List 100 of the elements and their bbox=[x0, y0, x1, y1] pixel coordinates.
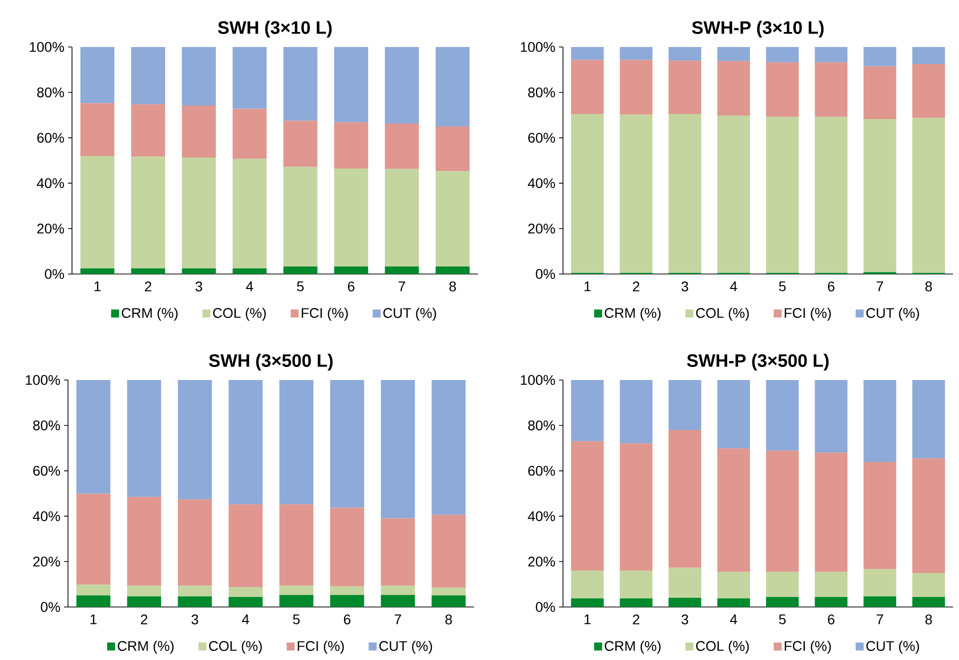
bar bbox=[76, 494, 110, 585]
bar bbox=[864, 596, 896, 607]
bar bbox=[766, 46, 799, 62]
y-tick-label: 80% bbox=[528, 87, 555, 98]
bar bbox=[228, 380, 263, 504]
bar bbox=[131, 46, 166, 104]
bar bbox=[620, 114, 652, 273]
x-tick-label: 2 bbox=[632, 282, 640, 292]
x-tick-label: 4 bbox=[730, 282, 738, 292]
bar bbox=[80, 156, 114, 268]
bar bbox=[232, 46, 267, 109]
bar bbox=[127, 496, 162, 586]
bar bbox=[232, 158, 267, 268]
bar bbox=[380, 518, 415, 586]
x-tick-label: 3 bbox=[682, 614, 688, 624]
bar bbox=[766, 62, 799, 117]
bar bbox=[80, 268, 114, 274]
bar bbox=[717, 46, 750, 62]
bar bbox=[668, 380, 702, 430]
bar bbox=[384, 46, 419, 124]
bar bbox=[384, 266, 419, 274]
bar bbox=[766, 380, 799, 451]
bar bbox=[279, 586, 314, 595]
bar bbox=[620, 570, 652, 598]
bar bbox=[814, 62, 848, 117]
legend-label: CUT (%) bbox=[866, 308, 920, 321]
x-tick-label: 3 bbox=[196, 282, 202, 292]
bar bbox=[80, 103, 114, 156]
bar bbox=[131, 156, 166, 268]
bar bbox=[228, 504, 263, 588]
x-tick-label: 3 bbox=[192, 614, 198, 624]
bar bbox=[330, 508, 364, 586]
bar bbox=[912, 64, 945, 118]
y-tick-label: 20% bbox=[528, 224, 555, 234]
bar bbox=[571, 46, 604, 60]
bar bbox=[668, 60, 702, 114]
bar bbox=[182, 106, 216, 158]
bar bbox=[334, 122, 368, 168]
chart-title: SWH (3×500 L) bbox=[208, 354, 333, 370]
x-tick-label: 1 bbox=[94, 282, 101, 292]
bar bbox=[814, 572, 848, 598]
y-tick-label: 0% bbox=[44, 269, 64, 279]
x-tick-label: 8 bbox=[445, 614, 452, 624]
x-tick-label: 2 bbox=[140, 614, 148, 624]
y-tick-label: 0% bbox=[536, 602, 555, 612]
bar bbox=[717, 116, 750, 273]
bar bbox=[864, 380, 896, 462]
bar bbox=[912, 572, 945, 598]
bar bbox=[127, 596, 162, 607]
y-tick-label: 60% bbox=[528, 466, 555, 476]
bar bbox=[432, 595, 466, 607]
legend-label: CUT (%) bbox=[866, 640, 920, 654]
bar bbox=[814, 116, 848, 273]
bar bbox=[232, 108, 267, 159]
legend-label: CUT (%) bbox=[379, 640, 432, 654]
bar bbox=[178, 586, 212, 596]
bar bbox=[766, 597, 799, 607]
bar bbox=[814, 452, 848, 572]
x-tick-label: 4 bbox=[242, 614, 250, 624]
bar bbox=[668, 46, 702, 61]
bar bbox=[76, 380, 110, 494]
bar bbox=[912, 118, 945, 273]
bar bbox=[571, 441, 604, 570]
x-tick-label: 8 bbox=[925, 614, 932, 624]
x-tick-label: 4 bbox=[246, 282, 254, 292]
chart-title: SWH-P (3×500 L) bbox=[687, 354, 829, 370]
y-tick-label: 100% bbox=[520, 42, 555, 52]
bar bbox=[717, 380, 750, 448]
bar bbox=[436, 46, 470, 126]
bar bbox=[380, 594, 415, 607]
bar bbox=[436, 266, 470, 274]
chart-title: SWH-P (3×10 L) bbox=[692, 20, 824, 38]
x-tick-label: 6 bbox=[348, 282, 354, 292]
x-tick-label: 7 bbox=[394, 614, 402, 624]
bar bbox=[864, 118, 896, 272]
bar bbox=[127, 380, 162, 497]
bar bbox=[571, 60, 604, 114]
chart-title: SWH (3×10 L) bbox=[218, 20, 332, 38]
bar bbox=[912, 458, 945, 573]
bar bbox=[283, 46, 318, 121]
bar bbox=[912, 46, 945, 64]
bar bbox=[384, 168, 419, 267]
bar bbox=[380, 586, 415, 595]
bar bbox=[178, 380, 212, 500]
bar bbox=[571, 598, 604, 607]
x-tick-label: 5 bbox=[779, 282, 786, 292]
x-tick-label: 5 bbox=[293, 614, 300, 624]
bar bbox=[717, 448, 750, 572]
legend-label: CRM (%) bbox=[604, 640, 661, 654]
legend-label: COL (%) bbox=[696, 640, 749, 654]
x-tick-label: 5 bbox=[297, 282, 304, 292]
x-tick-label: 1 bbox=[584, 282, 591, 292]
bar bbox=[228, 587, 263, 598]
x-tick-label: 1 bbox=[584, 614, 591, 624]
bar bbox=[912, 380, 945, 458]
bar bbox=[668, 114, 702, 273]
y-tick-label: 60% bbox=[33, 466, 60, 476]
bar bbox=[182, 268, 216, 274]
bar bbox=[620, 380, 652, 444]
y-tick-label: 60% bbox=[528, 132, 555, 143]
